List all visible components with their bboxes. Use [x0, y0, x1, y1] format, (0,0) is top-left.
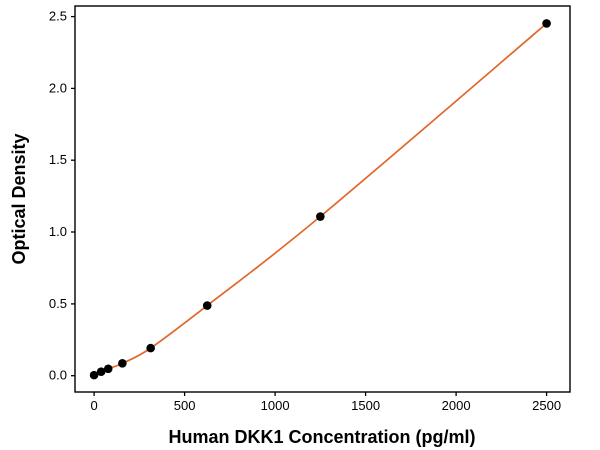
- svg-text:2000: 2000: [442, 398, 471, 413]
- svg-text:0.0: 0.0: [49, 368, 67, 383]
- svg-text:500: 500: [174, 398, 196, 413]
- svg-text:2.5: 2.5: [49, 9, 67, 24]
- svg-text:2500: 2500: [532, 398, 561, 413]
- svg-text:1000: 1000: [261, 398, 290, 413]
- svg-text:0.5: 0.5: [49, 296, 67, 311]
- svg-text:2.0: 2.0: [49, 80, 67, 95]
- svg-text:Human DKK1 Concentration (pg/m: Human DKK1 Concentration (pg/ml): [168, 427, 475, 447]
- svg-text:0: 0: [90, 398, 97, 413]
- svg-text:1.0: 1.0: [49, 224, 67, 239]
- svg-text:Optical Density: Optical Density: [9, 133, 29, 264]
- svg-text:1500: 1500: [351, 398, 380, 413]
- svg-text:1.5: 1.5: [49, 152, 67, 167]
